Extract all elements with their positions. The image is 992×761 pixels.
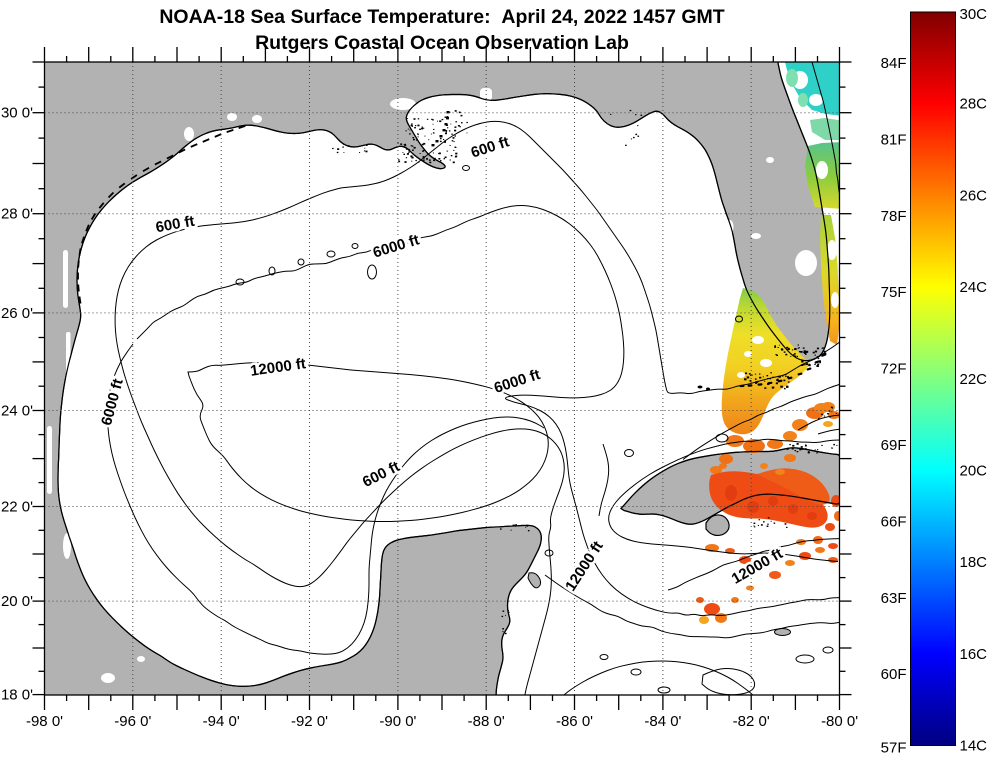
svg-text:18C: 18C: [960, 554, 988, 571]
svg-text:28C: 28C: [960, 96, 988, 113]
svg-text:75F: 75F: [881, 284, 907, 301]
svg-text:-96 0': -96 0': [114, 713, 151, 730]
svg-text:-94 0': -94 0': [203, 713, 240, 730]
svg-text:-90 0': -90 0': [379, 713, 416, 730]
svg-text:26C: 26C: [960, 187, 988, 204]
svg-text:66F: 66F: [881, 513, 907, 530]
svg-text:24 0': 24 0': [1, 403, 33, 420]
svg-text:14C: 14C: [960, 738, 988, 755]
svg-text:-86 0': -86 0': [556, 713, 593, 730]
svg-text:81F: 81F: [881, 131, 907, 148]
svg-text:30 0': 30 0': [1, 105, 33, 122]
svg-text:20 0': 20 0': [1, 593, 33, 610]
svg-text:30C: 30C: [960, 6, 988, 23]
svg-text:-98 0': -98 0': [26, 713, 63, 730]
svg-text:16C: 16C: [960, 646, 988, 663]
svg-text:-92 0': -92 0': [291, 713, 328, 730]
svg-text:18 0': 18 0': [1, 687, 33, 704]
svg-text:20C: 20C: [960, 462, 988, 479]
svg-text:22C: 22C: [960, 371, 988, 388]
svg-text:NOAA-18 Sea Surface Temperatur: NOAA-18 Sea Surface Temperature: April 2…: [159, 6, 724, 28]
svg-text:84F: 84F: [881, 55, 907, 72]
svg-text:-80 0': -80 0': [821, 713, 858, 730]
svg-text:600 ft: 600 ft: [154, 213, 196, 237]
svg-text:26 0': 26 0': [1, 305, 33, 322]
svg-text:Rutgers Coastal Ocean Observat: Rutgers Coastal Ocean Observation Lab: [255, 32, 629, 54]
svg-text:78F: 78F: [881, 208, 907, 225]
svg-text:63F: 63F: [881, 590, 907, 607]
svg-text:-84 0': -84 0': [644, 713, 681, 730]
svg-text:22 0': 22 0': [1, 499, 33, 516]
svg-text:-88 0': -88 0': [468, 713, 505, 730]
svg-text:57F: 57F: [881, 740, 907, 757]
svg-text:60F: 60F: [881, 666, 907, 683]
svg-text:69F: 69F: [881, 437, 907, 454]
svg-text:28 0': 28 0': [1, 206, 33, 223]
svg-text:-82 0': -82 0': [733, 713, 770, 730]
svg-text:72F: 72F: [881, 361, 907, 378]
svg-text:24C: 24C: [960, 279, 988, 296]
